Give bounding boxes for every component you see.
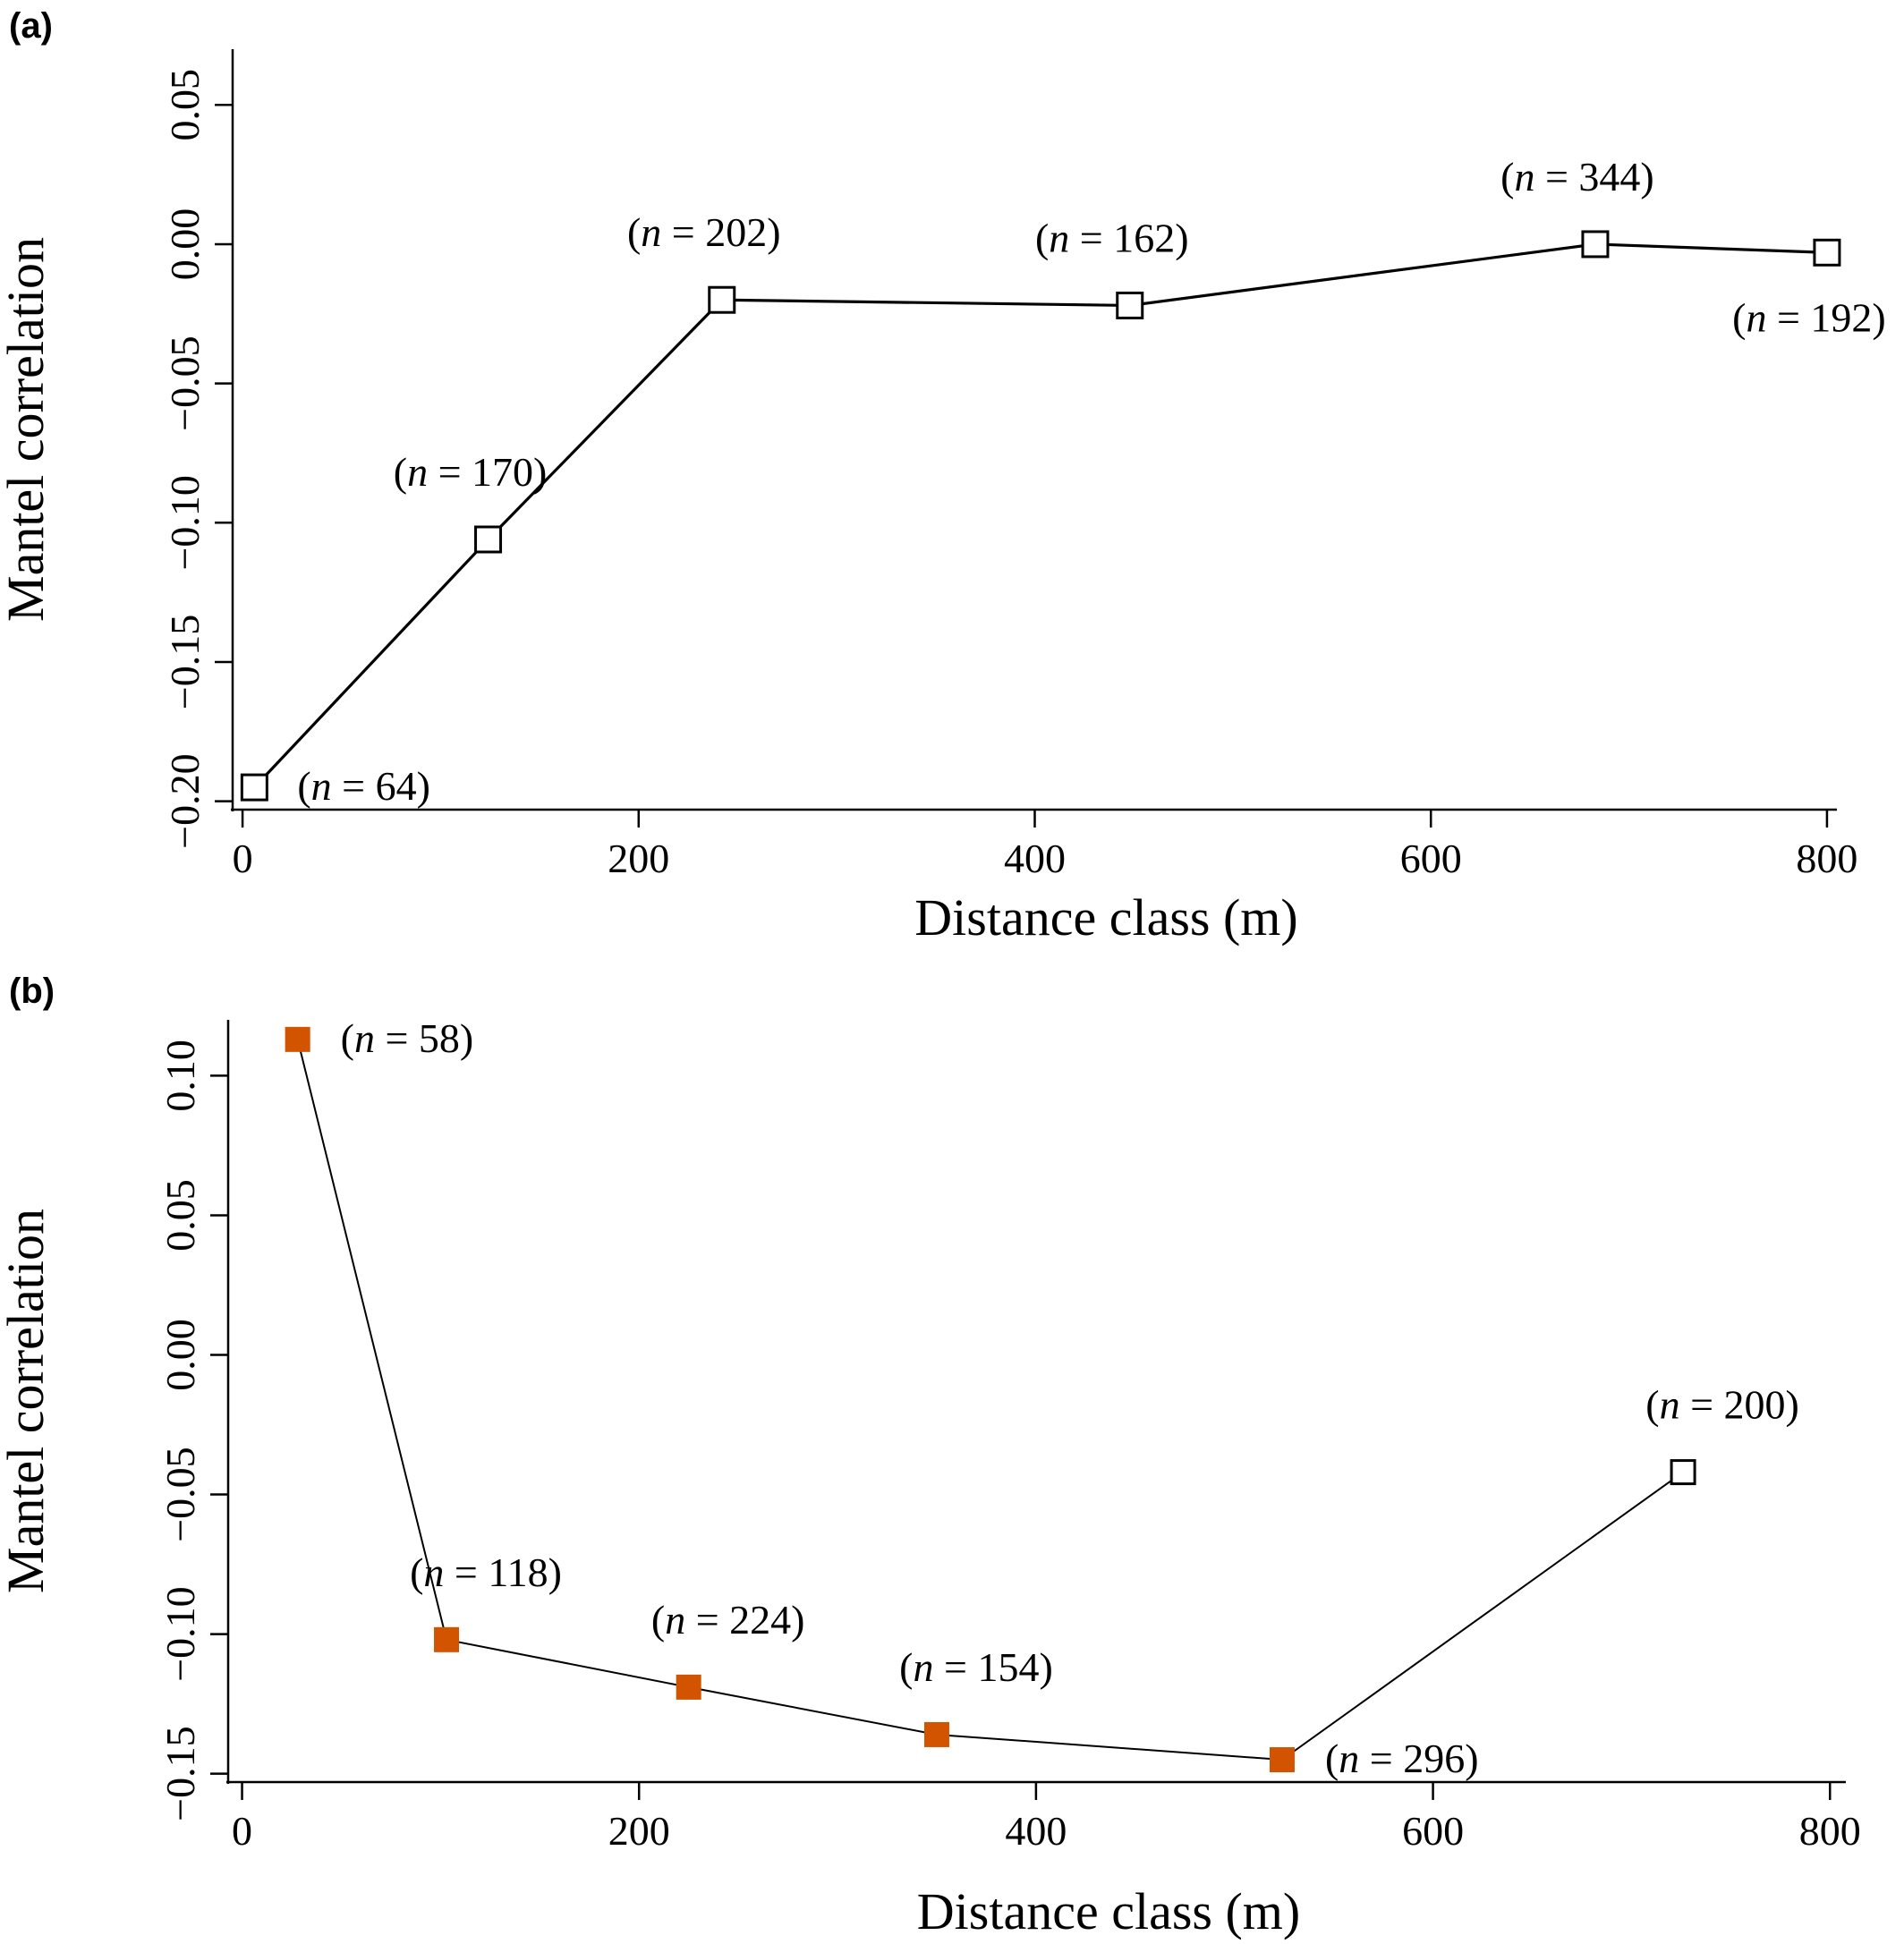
panel-a-data-point [1581,230,1610,259]
panel-a: (a) −0.20 −0.15 −0.10 −0.05 0.00 0.05 0 200 400 6… [0,6,1886,947]
panel-a-y-tick-label: −0.10 [162,475,208,570]
panel-b-y-tick-label: 0.10 [157,1040,203,1112]
panel-b-series-line [296,1039,1684,1761]
panel-a-y-tick-label: 0.05 [162,69,208,140]
panel-a-x-tick-label: 0 [233,836,253,881]
panel-a-data-point [708,285,736,314]
panel-b-data-point [1269,1747,1295,1773]
panel-a-y-tick-label: −0.20 [162,753,208,848]
panel-a-n-label: (n = 64) [297,763,430,809]
panel-a-x-tick-label: 600 [1400,836,1462,881]
panel-b-x-axis-title: Distance class (m) [917,1882,1300,1940]
panel-b-data-point [676,1674,701,1700]
panel-b-y-tick-label: 0.05 [157,1179,203,1252]
panel-b-n-label: (n = 296) [1325,1736,1479,1781]
panel-b-y-tick-label: −0.05 [157,1447,203,1541]
panel-b-x-tick-label: 0 [232,1808,252,1854]
panel-b-y-tick-label: −0.15 [157,1726,203,1821]
panel-b-y-tick-label: 0.00 [157,1319,203,1391]
panel-a-data-point [474,525,503,554]
panel-a-x-tick-label: 800 [1796,836,1857,881]
panel-b-x-tick-label: 400 [1005,1808,1067,1854]
panel-a-x-axis-title: Distance class (m) [914,888,1297,947]
panel-b-n-label: (n = 154) [899,1644,1053,1690]
panel-a-n-label: (n = 170) [394,449,548,495]
panel-b-n-label: (n = 224) [651,1597,805,1643]
panel-a-data-point [1116,291,1144,319]
panel-a-n-label: (n = 202) [627,209,781,255]
panel-a-y-tick-label: −0.05 [162,335,208,430]
panel-b-n-label: (n = 118) [410,1549,562,1595]
panel-b: (b) −0.15 −0.10 −0.05 0.00 0.05 0.10 0 200 400 60… [0,972,1861,1940]
panel-a-y-tick-label: 0.00 [162,208,208,281]
panel-b-x-tick-label: 200 [608,1808,670,1854]
panel-b-x-tick-label: 800 [1799,1808,1861,1854]
panel-a-label: (a) [9,6,53,46]
panel-b-n-label: (n = 58) [341,1015,474,1061]
panel-b-data-point [285,1026,310,1052]
panel-b-data-point [434,1626,460,1652]
panel-a-y-axis-title: Mantel correlation [0,237,55,622]
panel-a-data-point [1813,238,1841,267]
panel-b-y-axis-title: Mantel correlation [0,1209,55,1593]
panel-b-data-point [923,1721,949,1747]
panel-b-y-tick-label: −0.10 [157,1586,203,1681]
panel-a-n-label: (n = 344) [1500,154,1654,199]
panel-a-n-label: (n = 192) [1732,294,1886,340]
panel-b-label: (b) [9,972,55,1011]
panel-a-x-tick-label: 200 [608,836,669,881]
panel-b-data-point [1670,1459,1696,1486]
panel-a-x-tick-label: 400 [1004,836,1066,881]
panel-a-series-line [253,242,1827,789]
panel-a-y-tick-label: −0.15 [162,615,208,709]
panel-a-n-label: (n = 162) [1035,215,1189,260]
panel-b-n-label: (n = 200) [1645,1382,1799,1428]
panel-a-data-point [240,773,268,802]
panel-b-x-tick-label: 600 [1402,1808,1464,1854]
